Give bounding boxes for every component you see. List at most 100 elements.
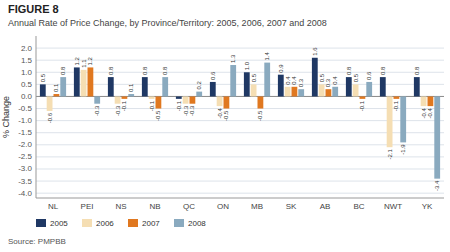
data-label: -0.4 — [427, 107, 433, 118]
data-labels: 0.51.20.80.8-0.10.61.00.91.60.80.80.8-0.… — [40, 47, 440, 191]
bar — [428, 96, 434, 106]
data-label: -0.3 — [183, 105, 189, 116]
bar — [40, 84, 46, 96]
bar — [394, 96, 400, 98]
x-tick-label: ON — [217, 202, 229, 211]
bar — [115, 96, 121, 103]
legend-entry: 2005 — [50, 219, 68, 228]
data-label: 0.5 — [353, 73, 359, 82]
bar — [332, 87, 338, 97]
bar — [94, 96, 100, 103]
data-label: 0.8 — [60, 66, 66, 75]
y-axis-label: % Change — [1, 96, 11, 138]
y-tick-label: 1.5 — [21, 56, 33, 65]
data-label: -0.3 — [115, 105, 121, 116]
data-label: 0.8 — [346, 66, 352, 75]
x-tick-label: QC — [183, 202, 195, 211]
y-tick-label: 2.0 — [21, 44, 33, 53]
x-tick-label: PEI — [81, 202, 94, 211]
legend-swatch — [36, 219, 46, 227]
data-label: 1.2 — [87, 56, 93, 65]
y-tick-label: 1.0 — [21, 68, 33, 77]
data-label: 0.8 — [108, 66, 114, 75]
data-label: -0.3 — [94, 105, 100, 116]
data-label: 0.3 — [298, 78, 304, 87]
bar — [176, 96, 182, 98]
bar — [54, 94, 60, 96]
data-label: -2.1 — [387, 149, 393, 160]
data-label: -0.1 — [121, 100, 127, 111]
legend-entry: 2007 — [142, 219, 160, 228]
x-tick-label: BC — [353, 202, 364, 211]
legend-entry: 2006 — [96, 219, 114, 228]
bar — [264, 63, 270, 97]
data-label: 0.1 — [128, 83, 134, 92]
y-tick-label: -1.0 — [18, 116, 32, 125]
bar — [108, 77, 114, 96]
bar — [156, 96, 162, 108]
bar — [366, 82, 372, 97]
bar — [74, 67, 80, 96]
legend-swatch — [128, 219, 138, 227]
subtitle: Annual Rate of Price Change, by Province… — [8, 18, 327, 28]
data-label: 1.3 — [230, 54, 236, 63]
data-label: 0.3 — [325, 78, 331, 87]
bar — [421, 96, 427, 106]
grid-line — [36, 48, 444, 49]
bars — [40, 58, 440, 179]
data-label: -0.4 — [217, 107, 223, 118]
bar — [258, 96, 264, 108]
bar — [60, 77, 66, 96]
data-label: -0.4 — [421, 107, 427, 118]
data-label: 0.5 — [40, 73, 46, 82]
data-label: 0.4 — [285, 76, 291, 85]
data-label: -1.9 — [400, 144, 406, 155]
data-label: 0.6 — [210, 71, 216, 80]
bar — [400, 96, 406, 142]
legend-swatch — [82, 219, 92, 227]
chart: FIGURE 8 Annual Rate of Price Change, by … — [0, 0, 450, 252]
data-label: 0.8 — [162, 66, 168, 75]
data-label: 0.5 — [251, 73, 257, 82]
data-label: 0.6 — [366, 71, 372, 80]
data-label: -0.1 — [393, 100, 399, 111]
data-label: 0.8 — [414, 66, 420, 75]
data-label: 0.1 — [53, 83, 59, 92]
bar — [360, 96, 366, 98]
data-label: -0.1 — [176, 100, 182, 111]
data-label: 1.2 — [74, 56, 80, 65]
x-tick-label: MB — [251, 202, 263, 211]
y-tick-label: -3.0 — [18, 164, 32, 173]
data-label: -0.1 — [359, 100, 365, 111]
grid-line — [36, 156, 444, 157]
legend-entry: 2008 — [188, 219, 206, 228]
x-tick-label: YK — [422, 202, 433, 211]
y-tick-label: -1.5 — [18, 128, 32, 137]
y-tick-label: -3.5 — [18, 177, 32, 186]
data-label: -3.4 — [434, 180, 440, 191]
annotation: Source: PMPBB — [8, 237, 66, 246]
data-label: 1.4 — [264, 52, 270, 61]
bar — [230, 65, 236, 96]
y-tick-label: -2.5 — [18, 152, 32, 161]
data-label: 0.4 — [332, 76, 338, 85]
bar — [319, 84, 325, 96]
bar — [47, 96, 53, 111]
bar — [380, 77, 386, 96]
bar — [162, 77, 168, 96]
grid-line — [36, 120, 444, 121]
bar — [312, 58, 318, 97]
data-label: -0.6 — [47, 112, 53, 123]
legend-swatch — [174, 219, 184, 227]
bar — [278, 75, 284, 97]
data-label: 0.2 — [196, 81, 202, 90]
data-label: 0.8 — [380, 66, 386, 75]
bar — [224, 96, 230, 108]
data-label: 0.8 — [142, 66, 148, 75]
data-label: -0.3 — [189, 105, 195, 116]
data-label: -0.5 — [223, 110, 229, 121]
bar — [353, 84, 359, 96]
data-label: 1.0 — [244, 61, 250, 70]
x-tick-label: NL — [48, 202, 59, 211]
title: FIGURE 8 — [8, 3, 59, 15]
